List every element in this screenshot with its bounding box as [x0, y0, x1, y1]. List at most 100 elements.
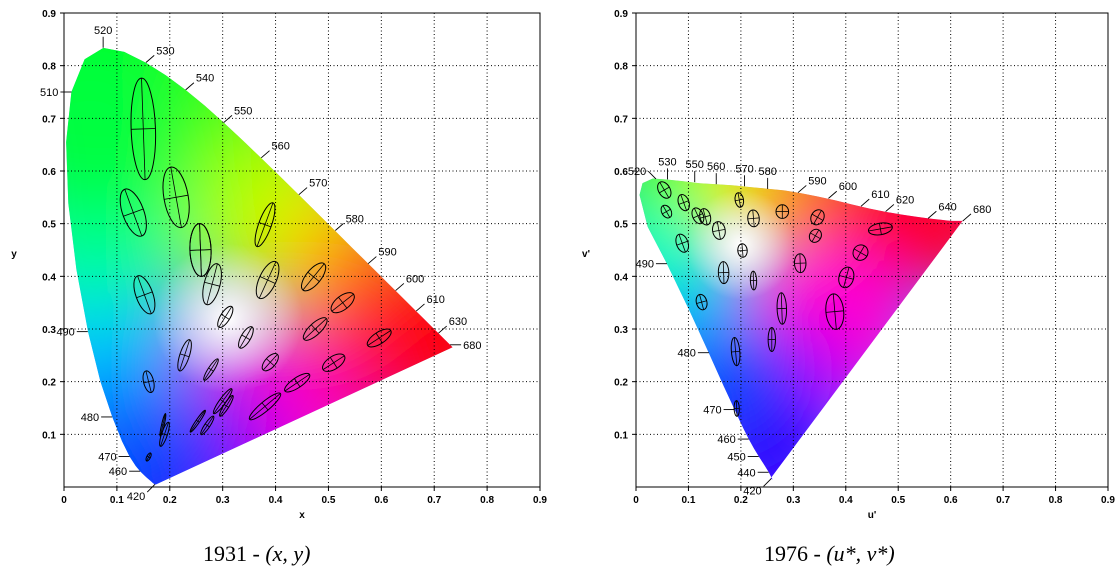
macadam-ellipse	[749, 270, 758, 291]
ellipse-minor-axis	[737, 249, 748, 252]
wavelength-leader	[763, 478, 772, 487]
wavelength-label: 490	[636, 259, 654, 271]
ellipse-minor-axis	[811, 213, 824, 221]
ellipse-minor-axis	[329, 357, 338, 369]
wavelength-label: 550	[234, 105, 252, 117]
wavelength-leader	[885, 204, 895, 212]
ellipse-minor-axis	[735, 198, 744, 202]
macadam-ellipse	[717, 261, 730, 285]
y-axis-label: y	[11, 249, 17, 260]
macadam-ellipse	[730, 336, 741, 367]
x-tick-label: 0.5	[321, 495, 335, 506]
wavelength-leader	[367, 256, 377, 265]
wavelength-leader	[647, 170, 657, 180]
macadam-ellipse	[767, 326, 776, 353]
x-tick-label: 0.2	[734, 495, 748, 506]
macadam-ellipse	[254, 202, 276, 248]
ellipse-outline	[734, 192, 745, 208]
wavelength-label: 570	[735, 163, 753, 175]
x-tick-label: 0	[633, 495, 639, 506]
ellipse-minor-axis	[747, 217, 760, 220]
macadam-ellipse	[142, 370, 155, 394]
macadam-ellipse	[322, 353, 346, 372]
y-tick-label: 0.9	[42, 9, 56, 20]
y-tick-label: 0.6	[42, 167, 56, 178]
ellipse-minor-axis	[879, 223, 882, 235]
ellipse-minor-axis	[294, 378, 301, 388]
wavelength-label: 630	[449, 316, 467, 328]
wavelength-label: 460	[109, 466, 127, 478]
wavelength-label: 470	[98, 451, 116, 463]
ellipse-minor-axis	[204, 423, 210, 428]
y-tick-label: 0.8	[42, 62, 56, 73]
wavelength-label: 520	[628, 166, 646, 178]
ellipse-minor-axis	[164, 194, 189, 200]
macadam-ellipse	[677, 194, 690, 212]
macadam-ellipse	[203, 358, 219, 381]
macadam-ellipse	[657, 181, 672, 199]
wavelength-label: 420	[127, 491, 145, 503]
wavelength-label: 640	[938, 201, 956, 213]
wavelength-leader	[146, 484, 156, 493]
macadam-ellipse	[217, 305, 234, 329]
ellipse-minor-axis	[310, 324, 320, 334]
ellipse-minor-axis	[261, 402, 269, 411]
wavelength-leader	[298, 187, 308, 196]
ellipse-minor-axis	[258, 222, 272, 228]
ellipse-minor-axis	[662, 208, 671, 215]
wavelength-label: 480	[81, 412, 99, 424]
ellipse-outline	[203, 358, 219, 381]
wavelength-leader	[260, 150, 270, 159]
ellipse-minor-axis	[678, 200, 689, 205]
y-tick-label: 0.1	[614, 430, 628, 441]
macadam-ellipse	[366, 328, 392, 348]
macadam-ellipse	[145, 452, 152, 462]
wavelength-leader	[962, 213, 972, 222]
wavelength-leader	[185, 82, 195, 91]
ellipse-minor-axis	[825, 310, 844, 313]
gamut-blend	[639, 178, 963, 480]
wavelength-label: 680	[463, 340, 481, 352]
ellipse-minor-axis	[307, 271, 320, 282]
y-tick-label: 0.5	[614, 220, 628, 231]
y-tick-label: 0.4	[614, 272, 628, 283]
macadam-ellipse	[747, 209, 760, 228]
macadam-ellipse	[284, 372, 311, 393]
x-tick-label: 0	[61, 495, 67, 506]
macadam-ellipse	[202, 263, 222, 306]
macadam-ellipse	[238, 326, 254, 349]
wavelength-leader	[145, 55, 155, 63]
ellipse-minor-axis	[810, 232, 821, 240]
macadam-ellipse	[248, 392, 282, 421]
wavelength-leader	[415, 303, 425, 312]
wavelength-label: 610	[426, 294, 444, 306]
wavelength-label: 420	[743, 485, 761, 497]
x-tick-label: 0.3	[786, 495, 800, 506]
macadam-ellipses	[657, 181, 893, 417]
wavelength-leader	[335, 223, 344, 231]
ellipse-minor-axis	[146, 455, 151, 459]
x-axis-label: u'	[868, 510, 877, 521]
macadam-ellipse	[261, 353, 279, 372]
wavelength-label: 600	[406, 273, 424, 285]
x-tick-label: 0.4	[839, 495, 853, 506]
caption-1976-prefix: 1976 -	[764, 541, 827, 566]
ellipse-minor-axis	[161, 432, 168, 436]
x-tick-label: 0.6	[944, 495, 958, 506]
wavelength-label: 480	[678, 348, 696, 360]
macadam-ellipse	[695, 293, 708, 311]
wavelength-label: 510	[40, 87, 58, 99]
wavelength-label: 570	[309, 178, 327, 190]
macadam-ellipses	[119, 77, 392, 462]
wavelength-label: 580	[346, 213, 364, 225]
macadam-ellipse	[189, 223, 212, 277]
y-tick-label: 0.5	[42, 220, 56, 231]
ellipse-minor-axis	[338, 297, 348, 309]
y-tick-label: 0.2	[42, 378, 56, 389]
macadam-ellipse	[660, 204, 673, 219]
ellipse-minor-axis	[659, 186, 670, 194]
macadam-ellipse	[255, 260, 280, 300]
x-tick-label: 0.9	[1101, 495, 1115, 506]
ellipse-outline	[775, 204, 790, 219]
y-tick-label: 0.6	[614, 167, 628, 178]
